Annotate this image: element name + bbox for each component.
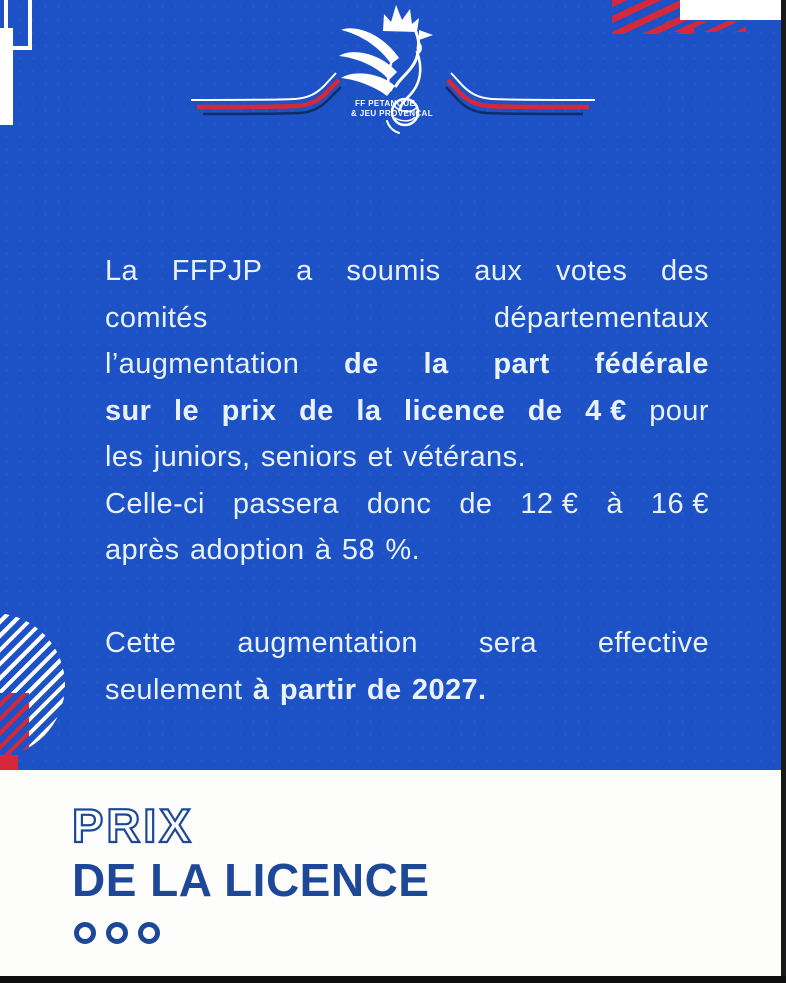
text-segment-bold: sur bbox=[105, 394, 152, 427]
text-line: les juniors, seniors et vétérans. bbox=[105, 434, 709, 481]
text-segment: effective bbox=[597, 627, 709, 659]
text-line: Cette augmentation sera effective bbox=[105, 620, 709, 667]
striped-circle-decoration bbox=[0, 613, 65, 757]
text-segment: après adoption à 58 %. bbox=[105, 534, 421, 566]
text-segment: 16 € bbox=[650, 487, 709, 520]
text-segment: l’augmentation bbox=[105, 348, 300, 380]
body-text: La FFPJP a soumis aux votes des comités départem… bbox=[105, 248, 709, 713]
text-segment-bold: de bbox=[299, 394, 334, 427]
text-segment: sera bbox=[478, 627, 537, 659]
text-segment-bold: 4 € bbox=[585, 394, 627, 427]
striped-circle-red-part bbox=[0, 693, 29, 757]
text-segment: a bbox=[296, 255, 313, 287]
text-segment-bold: le bbox=[173, 394, 199, 427]
text-line: l’augmentation de la part fédérale bbox=[105, 341, 709, 388]
logo-wordmark-line1: FF PETANQUE bbox=[355, 99, 416, 108]
text-segment-bold: de bbox=[344, 348, 379, 380]
rooster-logo-icon: FF PETANQUE & JEU PROVENÇAL bbox=[190, 5, 596, 134]
footer-dots bbox=[74, 922, 160, 944]
white-bar-decoration bbox=[0, 28, 13, 125]
text-segment: aux bbox=[474, 255, 523, 287]
frame-edge-bottom bbox=[0, 976, 786, 983]
red-dashes-decoration bbox=[666, 21, 746, 32]
footer-dot bbox=[74, 922, 96, 944]
text-segment-bold: licence bbox=[404, 394, 506, 427]
logo-wordmark-line2: & JEU PROVENÇAL bbox=[351, 109, 433, 118]
text-segment: donc bbox=[366, 487, 432, 520]
text-line: Celle-ci passera donc de 12 € à 16 € bbox=[105, 481, 709, 528]
text-line: seulement à partir de 2027. bbox=[105, 667, 709, 714]
text-line: après adoption à 58 %. bbox=[105, 527, 709, 574]
text-segment: FFPJP bbox=[171, 255, 263, 287]
text-segment: soumis bbox=[346, 255, 441, 287]
hollow-square-decoration bbox=[4, 0, 32, 50]
text-segment-bold: part bbox=[493, 348, 550, 380]
ffpjp-logo: FF PETANQUE & JEU PROVENÇAL bbox=[183, 0, 603, 140]
text-segment-bold: la bbox=[423, 348, 449, 380]
text-segment: de bbox=[459, 487, 493, 520]
text-segment: pour bbox=[649, 394, 709, 427]
text-segment: La bbox=[105, 255, 139, 287]
text-line: sur le prix de la licence de 4 € pour bbox=[105, 388, 709, 435]
white-corner-decoration bbox=[680, 0, 782, 20]
text-segment: 12 € bbox=[520, 487, 579, 520]
text-segment-bold: fédérale bbox=[594, 348, 709, 380]
text-segment-bold: prix bbox=[221, 394, 277, 427]
text-segment: comités bbox=[105, 301, 208, 334]
text-segment: à bbox=[606, 487, 623, 520]
text-segment: seulement bbox=[105, 673, 253, 706]
text-segment: Cette bbox=[105, 627, 177, 659]
paragraph-gap bbox=[105, 574, 709, 621]
footer-dot bbox=[106, 922, 128, 944]
text-segment: départementaux bbox=[493, 301, 709, 334]
footer-dot bbox=[138, 922, 160, 944]
text-segment: des bbox=[661, 255, 709, 287]
footer-title-solid: DE LA LICENCE bbox=[72, 854, 430, 906]
text-segment: votes bbox=[555, 255, 628, 287]
text-segment-bold: à partir de 2027. bbox=[252, 673, 487, 706]
footer-title-outline: PRIX bbox=[71, 799, 194, 852]
text-line: comités départementaux bbox=[105, 295, 709, 342]
text-segment-bold: la bbox=[356, 394, 382, 427]
text-segment-bold: de bbox=[527, 394, 563, 427]
text-segment: passera bbox=[232, 487, 339, 520]
frame-edge-right bbox=[781, 0, 786, 983]
text-segment: les juniors, seniors et vétérans. bbox=[105, 441, 526, 473]
footer-band bbox=[0, 770, 786, 983]
text-segment: augmentation bbox=[237, 627, 418, 659]
text-segment: Celle-ci bbox=[105, 487, 205, 520]
text-line: La FFPJP a soumis aux votes des bbox=[105, 248, 709, 295]
